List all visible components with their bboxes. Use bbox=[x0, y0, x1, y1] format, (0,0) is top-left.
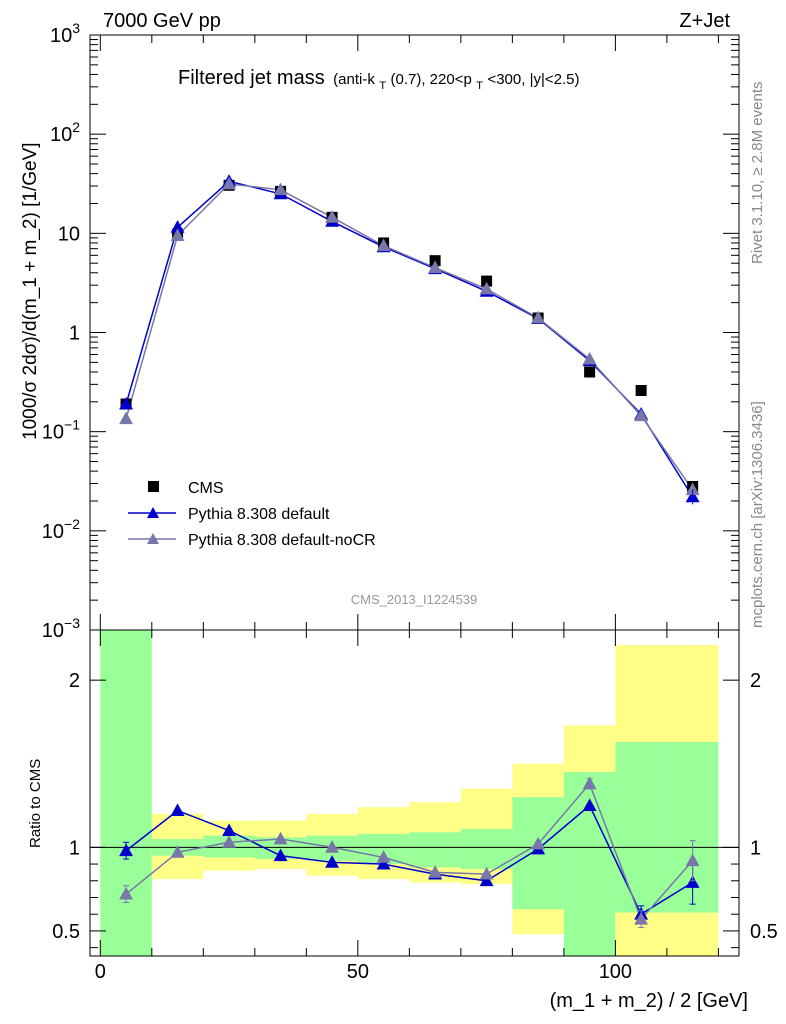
legend: CMS Pythia 8.308 default Pythia 8.308 de… bbox=[128, 480, 376, 549]
ratio-y-axis-label: Ratio to CMS bbox=[27, 759, 44, 848]
legend-item-default: Pythia 8.308 default bbox=[128, 506, 330, 523]
ratio-point-nocr-4 bbox=[325, 840, 340, 853]
data-point-nocr-5 bbox=[376, 238, 391, 252]
ratio-point-default-4 bbox=[325, 855, 340, 868]
plot-title-suffix-mid: (0.7), 220<p bbox=[391, 71, 472, 88]
mcplots-label: mcplots.cern.ch [arXiv:1306.3436] bbox=[749, 401, 766, 628]
ratio-point-default-7 bbox=[479, 873, 494, 887]
y-tick-label-2: 10−1 bbox=[42, 417, 80, 444]
analysis-watermark: CMS_2013_I1224539 bbox=[351, 592, 478, 607]
ratio-point-default-9 bbox=[582, 798, 597, 811]
legend-label-cms: CMS bbox=[188, 480, 224, 497]
ratio-point-nocr-8 bbox=[531, 836, 546, 850]
band-inner-6 bbox=[409, 832, 461, 868]
ratio-point-nocr-0 bbox=[119, 886, 134, 900]
ratio-point-nocr-7 bbox=[479, 866, 494, 880]
ratio-point-nocr-11 bbox=[685, 853, 700, 867]
ratio-point-nocr-5 bbox=[376, 850, 391, 863]
ratio-line-nocr bbox=[125, 782, 694, 921]
data-point-cms-9 bbox=[584, 366, 596, 378]
ratio-point-nocr-10 bbox=[634, 912, 649, 925]
data-point-nocr-0 bbox=[119, 411, 134, 425]
data-point-cms-10 bbox=[635, 385, 647, 397]
x-tick-label-0: 0 bbox=[95, 961, 106, 983]
data-point-nocr-9 bbox=[582, 351, 597, 365]
x-tick-label-1: 50 bbox=[347, 961, 369, 983]
ratio-point-default-1 bbox=[170, 803, 185, 816]
y-tick-label-3: 1 bbox=[69, 323, 80, 345]
ratio-point-default-2 bbox=[222, 823, 237, 837]
legend-label-default: Pythia 8.308 default bbox=[188, 506, 330, 523]
y-tick-label-5: 102 bbox=[50, 119, 80, 146]
x-tick-label-2: 100 bbox=[599, 961, 632, 983]
data-point-nocr-2 bbox=[222, 176, 237, 190]
ratio-y-tick-label-right-2: 2 bbox=[750, 670, 761, 692]
ratio-point-default-3 bbox=[273, 848, 288, 862]
ratio-point-nocr-9 bbox=[582, 776, 597, 790]
ratio-point-default-0 bbox=[119, 843, 134, 857]
ratio-point-nocr-2 bbox=[222, 835, 237, 848]
plot-title-main: Filtered jet mass bbox=[178, 67, 325, 89]
data-point-nocr-4 bbox=[325, 210, 340, 223]
data-point-nocr-8 bbox=[531, 310, 546, 324]
ratio-y-tick-label-right-1: 1 bbox=[750, 837, 761, 859]
data-point-nocr-11 bbox=[685, 482, 700, 496]
ratio-point-nocr-3 bbox=[273, 831, 288, 845]
ratio-point-default-5 bbox=[376, 856, 391, 870]
rivet-label: Rivet 3.1.10, ≥ 2.8M events bbox=[749, 82, 766, 265]
y-tick-label-0: 10−3 bbox=[42, 615, 80, 642]
ratio-y-tick-label-left-2: 2 bbox=[69, 670, 80, 692]
process-label: Z+Jet bbox=[679, 10, 730, 32]
main-plot: 10−3 10−2 10−1 1 10 102 103 Filtered jet mass … bbox=[20, 20, 740, 642]
series-line-nocr bbox=[125, 183, 694, 491]
main-y-axis-label: 1000/σ 2dσ)/d(m_1 + m_2) [1/GeV] bbox=[20, 142, 41, 440]
data-point-default-1 bbox=[170, 220, 185, 233]
plot-title-suffix-pre: (anti-k bbox=[333, 71, 375, 88]
band-inner-7 bbox=[460, 828, 513, 870]
y-tick-label-1: 10−2 bbox=[42, 516, 80, 543]
ratio-plot-frame bbox=[89, 629, 740, 957]
plot-title: Filtered jet mass (anti-k T (0.7), 220<p… bbox=[178, 67, 579, 93]
band-inner-10 bbox=[615, 742, 667, 913]
band-inner-0 bbox=[100, 630, 152, 956]
legend-item-nocr: Pythia 8.308 default-noCR bbox=[128, 532, 376, 549]
legend-marker-cms bbox=[148, 481, 159, 492]
x-axis-label: (m_1 + m_2) / 2 [GeV] bbox=[550, 990, 748, 1012]
plot-title-suffix-post: <300, |y|<2.5) bbox=[487, 71, 579, 88]
legend-marker-default bbox=[147, 507, 159, 518]
ratio-y-tick-label-right-0: 0.5 bbox=[750, 921, 778, 943]
ratio-point-default-11 bbox=[685, 875, 700, 888]
ratio-y-tick-label-left-0: 0.5 bbox=[52, 921, 80, 943]
ratio-plot: 0.5 0.5 1 1 2 2 0 50 100 Ratio to CMS (m_1 + m_… bbox=[27, 629, 778, 1012]
ratio-y-tick-label-left-1: 1 bbox=[69, 837, 80, 859]
legend-item-cms: CMS bbox=[148, 480, 224, 497]
series-line-default bbox=[125, 180, 694, 498]
legend-label-nocr: Pythia 8.308 default-noCR bbox=[188, 532, 376, 549]
ratio-point-nocr-1 bbox=[170, 845, 185, 858]
ratio-point-nocr-6 bbox=[428, 865, 443, 878]
legend-marker-nocr bbox=[147, 533, 159, 544]
energy-label: 7000 GeV pp bbox=[103, 10, 221, 32]
data-point-nocr-10 bbox=[634, 408, 649, 422]
data-point-nocr-7 bbox=[479, 281, 494, 295]
y-tick-label-4: 10 bbox=[58, 223, 80, 245]
plot-title-suffix-sub1: T bbox=[379, 80, 386, 92]
band-inner-3 bbox=[254, 837, 307, 860]
ratio-line-default bbox=[125, 804, 693, 916]
data-point-nocr-1 bbox=[170, 228, 185, 241]
data-point-nocr-3 bbox=[273, 182, 288, 196]
y-tick-label-6: 103 bbox=[50, 20, 80, 47]
data-point-default-0 bbox=[119, 396, 134, 410]
data-point-cms-7 bbox=[481, 275, 493, 287]
data-point-nocr-6 bbox=[428, 260, 443, 274]
plot-title-suffix-sub2: T bbox=[476, 80, 483, 92]
